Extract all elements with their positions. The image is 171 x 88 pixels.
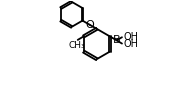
- Text: O: O: [85, 20, 94, 30]
- Text: B: B: [113, 35, 120, 45]
- Text: CH₃: CH₃: [68, 41, 85, 50]
- Text: OH: OH: [123, 32, 139, 42]
- Text: OH: OH: [123, 39, 139, 49]
